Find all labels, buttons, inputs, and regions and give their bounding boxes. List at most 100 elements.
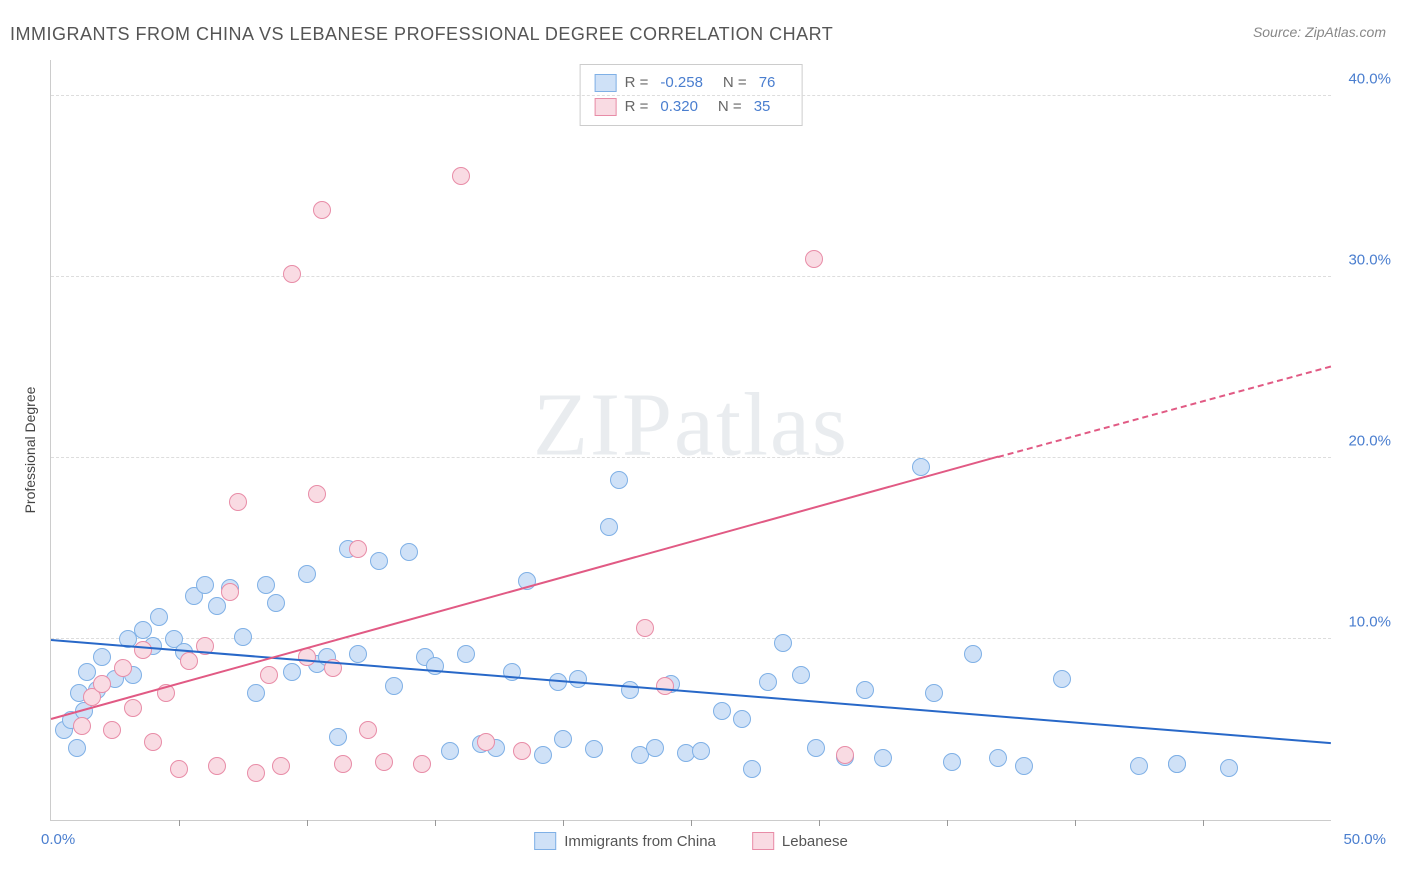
data-point <box>260 666 278 684</box>
data-point <box>549 673 567 691</box>
swatch-lebanese-icon <box>752 832 774 850</box>
data-point <box>989 749 1007 767</box>
regression-line <box>51 639 1331 744</box>
data-point <box>78 663 96 681</box>
legend-item-lebanese: Lebanese <box>752 832 848 850</box>
data-point <box>792 666 810 684</box>
data-point <box>359 721 377 739</box>
data-point <box>457 645 475 663</box>
data-point <box>1130 757 1148 775</box>
data-point <box>267 594 285 612</box>
swatch-lebanese <box>595 98 617 116</box>
data-point <box>93 675 111 693</box>
data-point <box>1015 757 1033 775</box>
data-point <box>329 728 347 746</box>
n-value-lebanese: 35 <box>754 95 771 119</box>
r-value-china: -0.258 <box>660 71 703 95</box>
legend-item-china: Immigrants from China <box>534 832 716 850</box>
n-value-china: 76 <box>759 71 776 95</box>
data-point <box>513 742 531 760</box>
x-tick <box>947 820 948 826</box>
data-point <box>441 742 459 760</box>
data-point <box>1053 670 1071 688</box>
data-point <box>370 552 388 570</box>
data-point <box>283 663 301 681</box>
data-point <box>283 265 301 283</box>
data-point <box>208 757 226 775</box>
y-tick-label: 30.0% <box>1348 252 1391 269</box>
data-point <box>103 721 121 739</box>
data-point <box>733 710 751 728</box>
r-value-lebanese: 0.320 <box>660 95 698 119</box>
data-point <box>375 753 393 771</box>
data-point <box>180 652 198 670</box>
x-axis-max-label: 50.0% <box>1343 831 1386 848</box>
data-point <box>247 764 265 782</box>
x-tick <box>179 820 180 826</box>
plot-area: ZIPatlas R = -0.258 N = 76 R = 0.320 N =… <box>50 60 1331 821</box>
data-point <box>334 755 352 773</box>
data-point <box>272 757 290 775</box>
data-point <box>692 742 710 760</box>
data-point <box>234 628 252 646</box>
data-point <box>93 648 111 666</box>
data-point <box>713 702 731 720</box>
x-tick <box>691 820 692 826</box>
data-point <box>807 739 825 757</box>
data-point <box>912 458 930 476</box>
x-tick <box>819 820 820 826</box>
gridline <box>51 276 1331 277</box>
x-tick <box>563 820 564 826</box>
data-point <box>144 733 162 751</box>
legend-row-lebanese: R = 0.320 N = 35 <box>595 95 788 119</box>
data-point <box>836 746 854 764</box>
data-point <box>1168 755 1186 773</box>
data-point <box>124 699 142 717</box>
x-tick <box>1075 820 1076 826</box>
data-point <box>964 645 982 663</box>
data-point <box>308 485 326 503</box>
data-point <box>646 739 664 757</box>
chart-title: IMMIGRANTS FROM CHINA VS LEBANESE PROFES… <box>10 24 833 45</box>
legend-row-china: R = -0.258 N = 76 <box>595 71 788 95</box>
data-point <box>134 641 152 659</box>
x-tick <box>435 820 436 826</box>
data-point <box>413 755 431 773</box>
data-point <box>534 746 552 764</box>
data-point <box>656 677 674 695</box>
source-label: Source: ZipAtlas.com <box>1253 24 1386 40</box>
data-point <box>856 681 874 699</box>
watermark: ZIPatlas <box>533 373 849 476</box>
data-point <box>400 543 418 561</box>
data-point <box>313 201 331 219</box>
data-point <box>1220 759 1238 777</box>
chart-container: Professional Degree ZIPatlas R = -0.258 … <box>50 60 1380 840</box>
data-point <box>874 749 892 767</box>
data-point <box>759 673 777 691</box>
data-point <box>114 659 132 677</box>
data-point <box>247 684 265 702</box>
data-point <box>600 518 618 536</box>
gridline <box>51 457 1331 458</box>
y-tick-label: 20.0% <box>1348 433 1391 450</box>
data-point <box>257 576 275 594</box>
series-legend: Immigrants from China Lebanese <box>534 832 848 850</box>
data-point <box>554 730 572 748</box>
data-point <box>743 760 761 778</box>
y-axis-label: Professional Degree <box>22 387 38 514</box>
x-tick <box>307 820 308 826</box>
x-axis-min-label: 0.0% <box>41 831 75 848</box>
data-point <box>925 684 943 702</box>
swatch-china-icon <box>534 832 556 850</box>
data-point <box>134 621 152 639</box>
x-tick <box>1203 820 1204 826</box>
data-point <box>452 167 470 185</box>
data-point <box>585 740 603 758</box>
y-tick-label: 40.0% <box>1348 71 1391 88</box>
regression-line <box>998 366 1331 458</box>
data-point <box>774 634 792 652</box>
swatch-china <box>595 74 617 92</box>
data-point <box>170 760 188 778</box>
data-point <box>805 250 823 268</box>
data-point <box>221 583 239 601</box>
